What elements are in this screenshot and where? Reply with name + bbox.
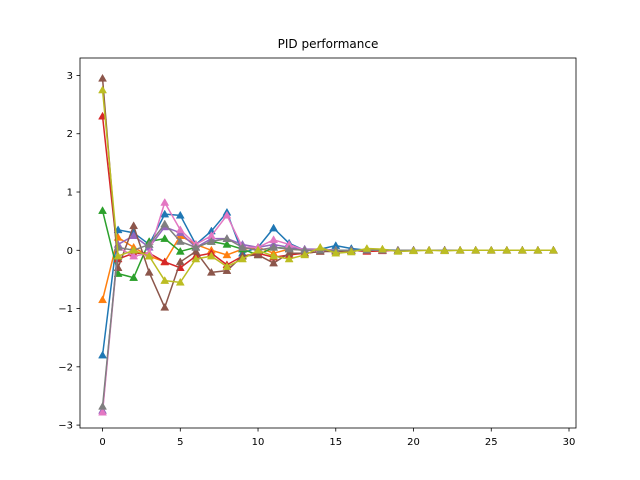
data-point [549,245,558,254]
data-point [222,234,232,242]
data-point [284,244,294,253]
x-tick-label: 20 [407,437,420,448]
data-point [144,267,154,276]
y-tick-label: 0 [67,246,73,257]
data-point [175,257,185,266]
chart-title: PID performance [278,37,379,51]
data-point [160,209,170,218]
data-point [160,302,170,311]
y-tick-label: 1 [67,188,73,199]
data-point [238,254,247,263]
data-point [160,257,170,266]
data-point [486,245,496,254]
data-point [98,85,107,94]
y-tick-label: 3 [67,71,73,82]
y-axis: −3 −2 −1 0 1 2 3 [58,71,80,432]
series-layer [98,73,558,416]
data-point [253,245,263,254]
y-tick-label: −3 [58,421,73,432]
data-point [160,234,170,242]
data-point [98,350,107,359]
data-point [160,219,170,228]
data-point [160,198,170,206]
data-point [129,273,139,281]
x-tick-label: 5 [177,437,183,448]
data-point [238,242,247,251]
data-point [471,245,481,254]
y-tick-label: −1 [58,304,73,315]
data-point [300,250,310,259]
x-axis: 0 5 10 15 20 25 30 [99,428,575,448]
plot-area: 0 5 10 15 20 25 30 −3 −2 −1 0 1 2 3 [58,57,577,448]
data-point [222,210,232,219]
x-tick-label: 30 [563,437,576,448]
data-point [191,254,201,263]
x-tick-label: 10 [252,437,265,448]
data-point [409,246,418,255]
data-point [191,242,201,251]
data-point [206,267,216,276]
x-tick-label: 0 [99,437,105,448]
data-point [206,251,216,260]
data-point [269,223,279,232]
data-point [517,245,527,254]
data-point [455,245,465,254]
data-point [393,246,403,255]
data-point [129,221,139,230]
data-point [424,245,434,254]
data-point [253,250,263,259]
data-point [222,266,232,274]
data-point [98,295,107,304]
data-point [144,251,154,260]
data-point [175,246,185,255]
data-point [129,231,139,239]
series-line [101,89,554,284]
data-point [346,247,356,256]
data-point [206,237,216,245]
data-point [269,235,279,244]
data-point [362,244,372,252]
data-point [160,276,170,284]
y-tick-label: −2 [58,362,73,373]
data-point [175,237,185,245]
data-point [129,245,139,254]
data-point [222,239,232,248]
data-point [377,244,387,253]
x-tick-label: 15 [329,437,342,448]
data-point [175,277,185,286]
data-point [331,248,341,257]
data-point [440,246,450,255]
data-point [222,262,232,270]
data-point [502,245,512,254]
data-point [315,242,325,251]
data-point [284,254,294,263]
data-point [98,73,107,82]
data-point [113,251,123,260]
data-point [533,245,543,254]
data-point [144,239,154,248]
data-point [269,258,279,267]
data-point [129,251,139,260]
data-point [191,246,201,255]
data-point [222,250,232,259]
data-point [98,401,107,410]
data-point [269,242,279,251]
data-point [175,210,185,219]
data-point [269,251,279,260]
x-tick-label: 25 [485,437,498,448]
axes-frame [79,57,577,429]
y-tick-label: 2 [67,129,73,140]
data-point [175,225,185,234]
data-point [98,206,107,214]
data-point [98,407,107,416]
series-9 [98,85,558,286]
